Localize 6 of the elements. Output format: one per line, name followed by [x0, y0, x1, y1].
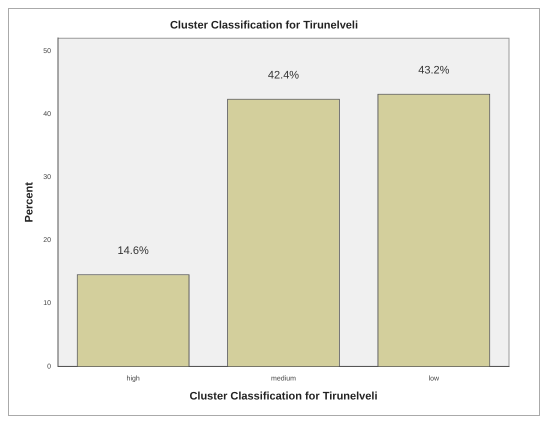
data-label: 42.4% [268, 69, 300, 82]
x-axis-title: Cluster Classification for Tirunelveli [189, 390, 378, 402]
y-axis-title: Percent [24, 182, 36, 222]
data-label: 14.6% [118, 244, 149, 257]
data-label: 43.2% [418, 64, 450, 76]
chart-title: Cluster Classification for Tirunelveli [170, 20, 358, 32]
